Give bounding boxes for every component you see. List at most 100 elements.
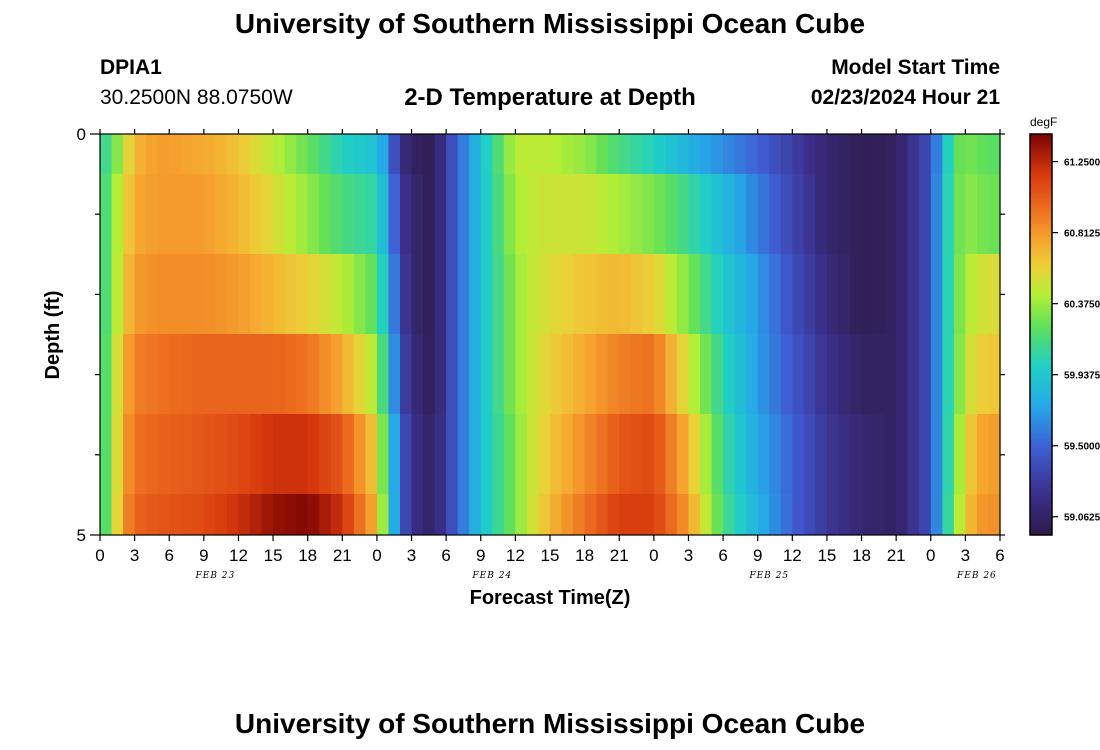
- station-id: DPIA1: [100, 56, 162, 79]
- heatmap-cell: [469, 494, 482, 535]
- heatmap-cell: [642, 414, 655, 494]
- heatmap-cell: [203, 174, 216, 254]
- heatmap-cell: [526, 174, 540, 254]
- heatmap-cell: [746, 494, 759, 535]
- heatmap-cell: [526, 334, 540, 414]
- heatmap-cell: [492, 174, 505, 254]
- heatmap-cell: [942, 334, 955, 414]
- heatmap-cell: [226, 414, 240, 494]
- heatmap-cell: [376, 174, 390, 254]
- heatmap-cell: [480, 254, 493, 334]
- heatmap-cell: [688, 494, 701, 535]
- heatmap-cell: [250, 134, 263, 174]
- heatmap-cell: [180, 174, 193, 254]
- heatmap-cell: [296, 414, 309, 494]
- heatmap-cell: [307, 494, 320, 535]
- heatmap-cell: [896, 134, 909, 174]
- heatmap-cell: [746, 174, 759, 254]
- heatmap-cell: [815, 134, 828, 174]
- heatmap-cell: [723, 174, 736, 254]
- heatmap-cell: [203, 414, 216, 494]
- heatmap-cell: [261, 494, 274, 535]
- heatmap-cell: [734, 174, 747, 254]
- heatmap-cell: [180, 334, 193, 414]
- heatmap-cell: [850, 254, 863, 334]
- heatmap-cell: [307, 414, 320, 494]
- heatmap-cell: [134, 494, 147, 535]
- heatmap-cell: [976, 134, 990, 174]
- heatmap-cell: [515, 334, 528, 414]
- x-tick-label: 0: [372, 546, 381, 565]
- heatmap-cell: [907, 254, 920, 334]
- heatmap-cell: [111, 134, 124, 174]
- heatmap-cell: [734, 414, 747, 494]
- heatmap-cell: [584, 334, 597, 414]
- y-axis: 05: [77, 125, 1005, 545]
- heatmap-cell: [250, 414, 263, 494]
- heatmap-cell: [284, 174, 297, 254]
- heatmap-cell: [607, 174, 620, 254]
- heatmap-cell: [803, 174, 816, 254]
- station-coordinates: 30.2500N 88.0750W: [100, 86, 293, 109]
- heatmap-cell: [515, 134, 528, 174]
- heatmap-cell: [976, 494, 990, 535]
- heatmap-cell: [792, 334, 805, 414]
- heatmap-cell: [134, 134, 147, 174]
- heatmap-cell: [584, 414, 597, 494]
- heatmap-cell: [446, 134, 459, 174]
- heatmap-cell: [203, 254, 216, 334]
- heatmap-cell: [561, 414, 574, 494]
- heatmap-cell: [538, 254, 551, 334]
- heatmap-cell: [330, 134, 343, 174]
- heatmap-cell: [319, 134, 332, 174]
- heatmap-cell: [123, 494, 136, 535]
- heatmap-cell: [653, 254, 666, 334]
- heatmap-cell: [907, 174, 920, 254]
- heatmap-cell: [365, 494, 378, 535]
- heatmap-cell: [319, 254, 332, 334]
- heatmap-cell: [238, 414, 251, 494]
- heatmap-cell: [665, 414, 678, 494]
- chart-subtitle: 2-D Temperature at Depth: [404, 84, 696, 111]
- heatmap-cell: [296, 134, 309, 174]
- heatmap-cell: [446, 174, 459, 254]
- y-tick-label: 0: [77, 125, 86, 144]
- heatmap-cell: [988, 414, 1001, 494]
- heatmap-cell: [457, 134, 470, 174]
- heatmap-cell: [723, 334, 736, 414]
- heatmap-cell: [376, 254, 390, 334]
- heatmap-cell: [365, 414, 378, 494]
- heatmap-cell: [157, 334, 170, 414]
- heatmap-cell: [434, 494, 447, 535]
- heatmap-cell: [919, 494, 932, 535]
- heatmap-cell: [365, 334, 378, 414]
- heatmap-cell: [850, 414, 863, 494]
- heatmap-cell: [573, 414, 586, 494]
- heatmap-cell: [619, 494, 632, 535]
- colorbar-tick-label: 61.2500: [1064, 158, 1100, 169]
- heatmap-cell: [884, 254, 897, 334]
- heatmap-cell: [942, 494, 955, 535]
- heatmap-cell: [215, 414, 228, 494]
- heatmap-cell: [388, 334, 401, 414]
- heatmap-cell: [561, 134, 574, 174]
- heatmap-cell: [353, 414, 366, 494]
- x-tick-label: 21: [887, 546, 906, 565]
- heatmap-cell: [826, 254, 840, 334]
- heatmap-cell: [226, 254, 240, 334]
- heatmap-cell: [284, 494, 297, 535]
- heatmap-cell: [746, 414, 759, 494]
- heatmap-cell: [711, 334, 724, 414]
- heatmap-cell: [111, 494, 124, 535]
- heatmap-cell: [226, 134, 240, 174]
- heatmap-cell: [953, 414, 966, 494]
- heatmap-cell: [630, 494, 643, 535]
- heatmap-cell: [988, 494, 1001, 535]
- heatmap-cell: [711, 414, 724, 494]
- heatmap-cell: [688, 174, 701, 254]
- heatmap-cell: [550, 414, 563, 494]
- heatmap-cell: [457, 334, 470, 414]
- heatmap-cell: [134, 174, 147, 254]
- heatmap-cell: [146, 334, 159, 414]
- x-tick-label: 3: [961, 546, 970, 565]
